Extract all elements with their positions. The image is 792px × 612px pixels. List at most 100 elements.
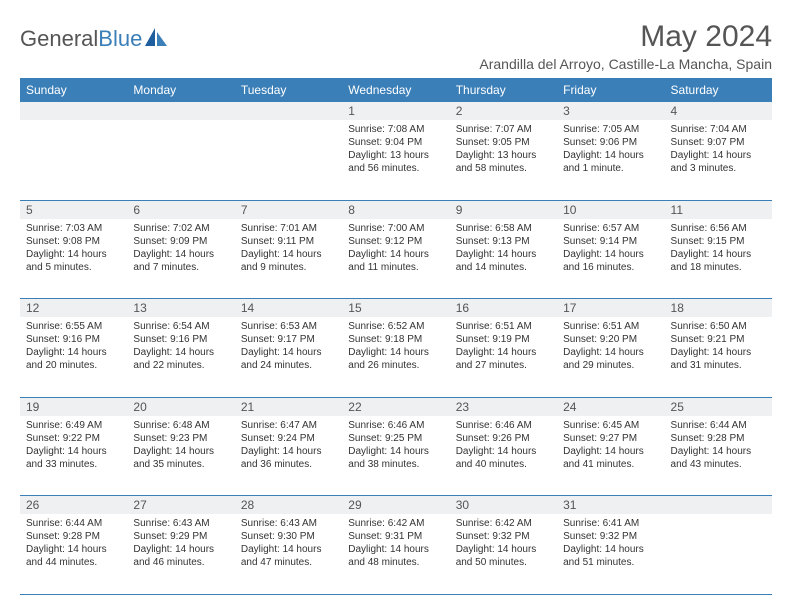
sunrise-text: Sunrise: 6:44 AM: [671, 419, 766, 432]
daylight-text: Daylight: 14 hours and 35 minutes.: [133, 445, 228, 471]
daylight-text: Daylight: 14 hours and 41 minutes.: [563, 445, 658, 471]
day-cell: Sunrise: 7:08 AMSunset: 9:04 PMDaylight:…: [342, 120, 449, 200]
sunset-text: Sunset: 9:17 PM: [241, 333, 336, 346]
day-number-row: 19202122232425: [20, 397, 772, 416]
day-cell-text: Sunrise: 6:48 AMSunset: 9:23 PMDaylight:…: [133, 419, 228, 471]
sunrise-text: Sunrise: 6:43 AM: [133, 517, 228, 530]
day-cell: Sunrise: 6:43 AMSunset: 9:30 PMDaylight:…: [235, 514, 342, 594]
day-cell: Sunrise: 6:55 AMSunset: 9:16 PMDaylight:…: [20, 317, 127, 397]
daylight-text: Daylight: 14 hours and 31 minutes.: [671, 346, 766, 372]
sunrise-text: Sunrise: 7:02 AM: [133, 222, 228, 235]
daylight-text: Daylight: 14 hours and 46 minutes.: [133, 543, 228, 569]
sunset-text: Sunset: 9:29 PM: [133, 530, 228, 543]
day-cell-text: Sunrise: 6:44 AMSunset: 9:28 PMDaylight:…: [671, 419, 766, 471]
day-cell-text: Sunrise: 6:51 AMSunset: 9:20 PMDaylight:…: [563, 320, 658, 372]
sunrise-text: Sunrise: 6:56 AM: [671, 222, 766, 235]
day-number: [665, 496, 772, 515]
day-number: 20: [127, 397, 234, 416]
day-number: 12: [20, 299, 127, 318]
day-number: 13: [127, 299, 234, 318]
sunset-text: Sunset: 9:23 PM: [133, 432, 228, 445]
sunrise-text: Sunrise: 6:50 AM: [671, 320, 766, 333]
logo: GeneralBlue: [20, 20, 167, 52]
sunset-text: Sunset: 9:06 PM: [563, 136, 658, 149]
sunset-text: Sunset: 9:20 PM: [563, 333, 658, 346]
day-number: 2: [450, 102, 557, 120]
day-cell: Sunrise: 6:51 AMSunset: 9:19 PMDaylight:…: [450, 317, 557, 397]
weekday-header-row: Sunday Monday Tuesday Wednesday Thursday…: [20, 78, 772, 102]
day-cell: Sunrise: 6:53 AMSunset: 9:17 PMDaylight:…: [235, 317, 342, 397]
day-cell: [665, 514, 772, 594]
sunrise-text: Sunrise: 6:55 AM: [26, 320, 121, 333]
daylight-text: Daylight: 14 hours and 1 minute.: [563, 149, 658, 175]
daylight-text: Daylight: 14 hours and 26 minutes.: [348, 346, 443, 372]
day-cell: Sunrise: 6:58 AMSunset: 9:13 PMDaylight:…: [450, 219, 557, 299]
sunrise-text: Sunrise: 7:01 AM: [241, 222, 336, 235]
day-number-row: 262728293031: [20, 496, 772, 515]
day-cell: Sunrise: 6:47 AMSunset: 9:24 PMDaylight:…: [235, 416, 342, 496]
day-cell-text: Sunrise: 7:02 AMSunset: 9:09 PMDaylight:…: [133, 222, 228, 274]
calendar-table: Sunday Monday Tuesday Wednesday Thursday…: [20, 78, 772, 595]
sunrise-text: Sunrise: 6:49 AM: [26, 419, 121, 432]
day-cell: Sunrise: 6:54 AMSunset: 9:16 PMDaylight:…: [127, 317, 234, 397]
sunrise-text: Sunrise: 6:48 AM: [133, 419, 228, 432]
daylight-text: Daylight: 14 hours and 48 minutes.: [348, 543, 443, 569]
day-cell: Sunrise: 6:42 AMSunset: 9:31 PMDaylight:…: [342, 514, 449, 594]
daylight-text: Daylight: 14 hours and 36 minutes.: [241, 445, 336, 471]
day-cell: Sunrise: 6:52 AMSunset: 9:18 PMDaylight:…: [342, 317, 449, 397]
header: GeneralBlue May 2024 Arandilla del Arroy…: [20, 20, 772, 72]
day-cell-text: Sunrise: 6:55 AMSunset: 9:16 PMDaylight:…: [26, 320, 121, 372]
day-number: 28: [235, 496, 342, 515]
sunset-text: Sunset: 9:21 PM: [671, 333, 766, 346]
weekday-header: Tuesday: [235, 78, 342, 102]
day-cell-text: Sunrise: 6:46 AMSunset: 9:25 PMDaylight:…: [348, 419, 443, 471]
day-cell: Sunrise: 7:01 AMSunset: 9:11 PMDaylight:…: [235, 219, 342, 299]
day-cell-text: Sunrise: 7:03 AMSunset: 9:08 PMDaylight:…: [26, 222, 121, 274]
daylight-text: Daylight: 14 hours and 29 minutes.: [563, 346, 658, 372]
sunset-text: Sunset: 9:28 PM: [26, 530, 121, 543]
sunset-text: Sunset: 9:31 PM: [348, 530, 443, 543]
day-cell-text: Sunrise: 6:53 AMSunset: 9:17 PMDaylight:…: [241, 320, 336, 372]
sunset-text: Sunset: 9:19 PM: [456, 333, 551, 346]
day-number: 11: [665, 200, 772, 219]
day-number: 15: [342, 299, 449, 318]
day-cell-text: Sunrise: 7:01 AMSunset: 9:11 PMDaylight:…: [241, 222, 336, 274]
day-number-row: 1234: [20, 102, 772, 120]
sunrise-text: Sunrise: 7:07 AM: [456, 123, 551, 136]
sunset-text: Sunset: 9:32 PM: [563, 530, 658, 543]
weekday-header: Thursday: [450, 78, 557, 102]
sunset-text: Sunset: 9:22 PM: [26, 432, 121, 445]
sunrise-text: Sunrise: 6:58 AM: [456, 222, 551, 235]
day-cell: Sunrise: 6:44 AMSunset: 9:28 PMDaylight:…: [20, 514, 127, 594]
daylight-text: Daylight: 14 hours and 43 minutes.: [671, 445, 766, 471]
day-cell: [20, 120, 127, 200]
sunset-text: Sunset: 9:08 PM: [26, 235, 121, 248]
weekday-header: Monday: [127, 78, 234, 102]
sunrise-text: Sunrise: 7:00 AM: [348, 222, 443, 235]
day-cell: Sunrise: 6:43 AMSunset: 9:29 PMDaylight:…: [127, 514, 234, 594]
sunrise-text: Sunrise: 7:03 AM: [26, 222, 121, 235]
day-number-row: 567891011: [20, 200, 772, 219]
day-cell: Sunrise: 6:44 AMSunset: 9:28 PMDaylight:…: [665, 416, 772, 496]
day-cell-text: Sunrise: 6:50 AMSunset: 9:21 PMDaylight:…: [671, 320, 766, 372]
daylight-text: Daylight: 14 hours and 16 minutes.: [563, 248, 658, 274]
day-cell-text: Sunrise: 6:41 AMSunset: 9:32 PMDaylight:…: [563, 517, 658, 569]
daylight-text: Daylight: 14 hours and 7 minutes.: [133, 248, 228, 274]
day-cell-text: Sunrise: 7:08 AMSunset: 9:04 PMDaylight:…: [348, 123, 443, 175]
sunset-text: Sunset: 9:11 PM: [241, 235, 336, 248]
day-cell-text: Sunrise: 6:47 AMSunset: 9:24 PMDaylight:…: [241, 419, 336, 471]
sunrise-text: Sunrise: 6:46 AM: [456, 419, 551, 432]
daylight-text: Daylight: 14 hours and 22 minutes.: [133, 346, 228, 372]
day-number: 5: [20, 200, 127, 219]
sunrise-text: Sunrise: 6:51 AM: [563, 320, 658, 333]
sunset-text: Sunset: 9:16 PM: [133, 333, 228, 346]
day-number: 23: [450, 397, 557, 416]
day-cell: Sunrise: 7:00 AMSunset: 9:12 PMDaylight:…: [342, 219, 449, 299]
sunset-text: Sunset: 9:15 PM: [671, 235, 766, 248]
sunrise-text: Sunrise: 7:05 AM: [563, 123, 658, 136]
daylight-text: Daylight: 13 hours and 58 minutes.: [456, 149, 551, 175]
day-cell: Sunrise: 7:03 AMSunset: 9:08 PMDaylight:…: [20, 219, 127, 299]
daylight-text: Daylight: 14 hours and 40 minutes.: [456, 445, 551, 471]
sunrise-text: Sunrise: 6:42 AM: [348, 517, 443, 530]
day-cell-text: Sunrise: 6:58 AMSunset: 9:13 PMDaylight:…: [456, 222, 551, 274]
